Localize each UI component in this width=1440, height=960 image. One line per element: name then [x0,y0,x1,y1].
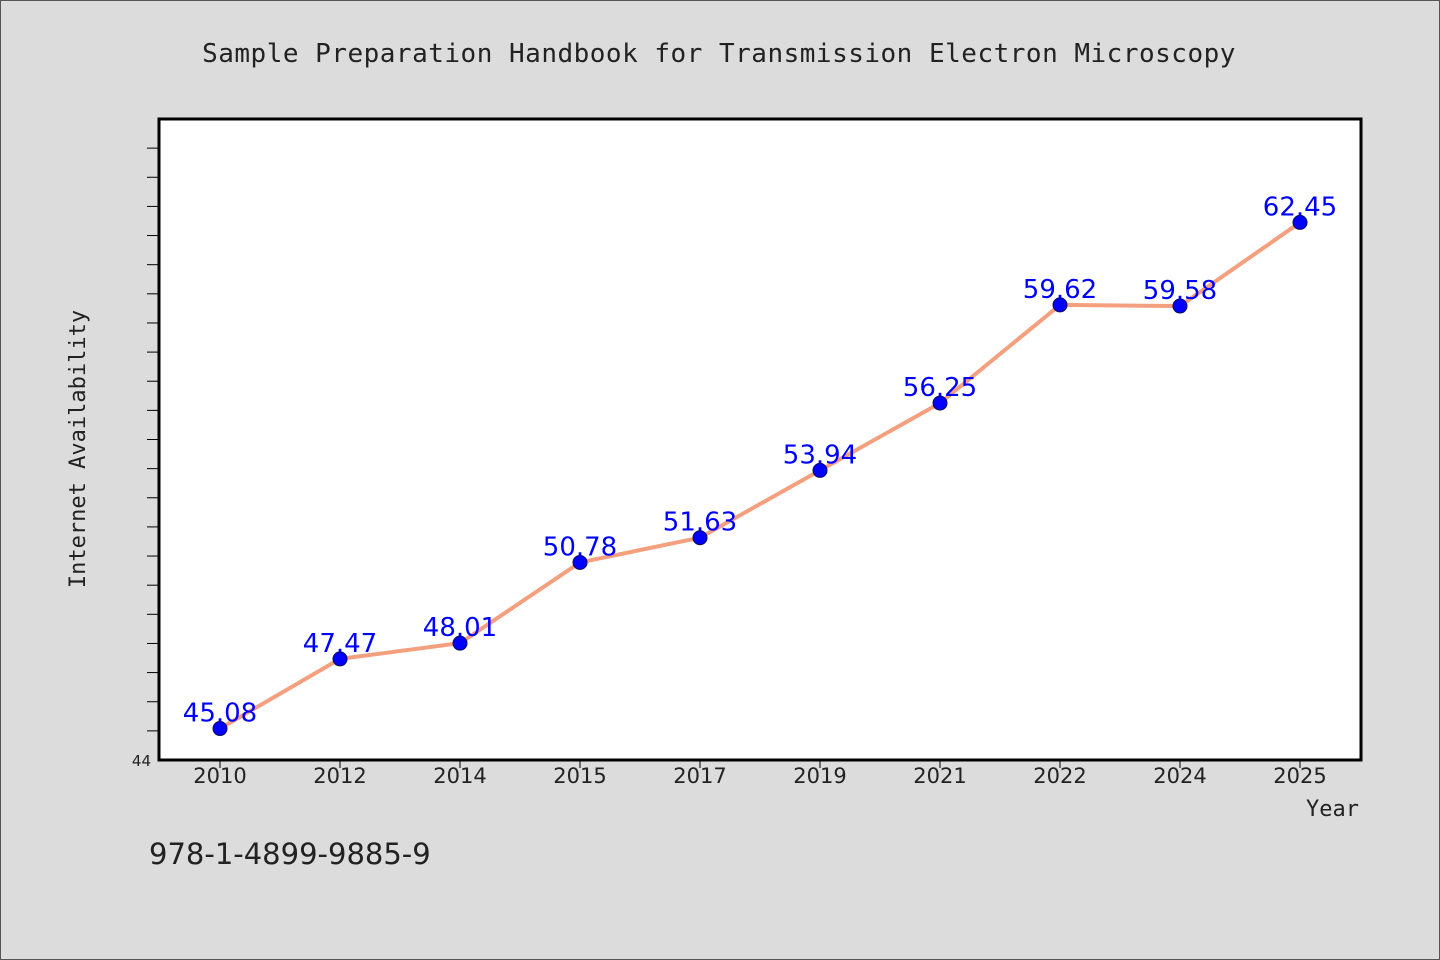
data-label: 62.45 [1263,192,1337,222]
x-tick-label: 2012 [313,764,366,788]
data-label: 51.63 [663,508,737,538]
x-tick-label: 2021 [913,764,966,788]
chart-title: Sample Preparation Handbook for Transmis… [202,39,1236,69]
data-point [1292,214,1308,230]
isbn-text: 978-1-4899-9885-9 [149,837,431,871]
x-tick-label: 2017 [673,764,726,788]
data-point [932,395,948,411]
x-tick-label: 2022 [1033,764,1086,788]
data-markers [212,214,1308,737]
data-point [812,462,828,478]
x-tick-label: 2025 [1273,764,1326,788]
data-label: 59.58 [1143,276,1217,306]
data-label: 45.08 [183,699,257,729]
x-tick-label: 2010 [193,764,246,788]
data-label: 47.47 [303,629,377,659]
data-point [332,651,348,667]
x-tick-label: 2024 [1153,764,1206,788]
data-label: 53.94 [783,440,857,470]
x-axis-title: Year [1306,797,1359,822]
plot-area [157,117,1363,762]
series-line [218,220,1302,731]
y-tick-label: 44 [132,752,151,770]
data-label: 48.01 [423,613,497,643]
data-point [212,721,228,737]
data-labels: 45.08 47.47 48.01 50.78 51.63 53.94 56.25 59.62… [183,192,1337,728]
data-label: 50.78 [543,532,617,562]
series-line-group [218,220,1302,731]
y-axis-ticks: 44 [132,147,159,770]
data-label: 59.62 [1023,275,1097,305]
data-point [1172,298,1188,314]
x-axis-ticks: 2010 2012 2014 2015 2017 2019 2021 2022 2024 2025 [193,760,1327,788]
x-tick-label: 2015 [553,764,606,788]
data-label: 56.25 [903,373,977,403]
x-tick-label: 2019 [793,764,846,788]
y-axis-title: Internet Availability [66,310,91,588]
x-tick-label: 2014 [433,764,486,788]
data-point [1052,297,1068,313]
data-point [692,530,708,546]
data-point [452,635,468,651]
data-point [572,554,588,570]
